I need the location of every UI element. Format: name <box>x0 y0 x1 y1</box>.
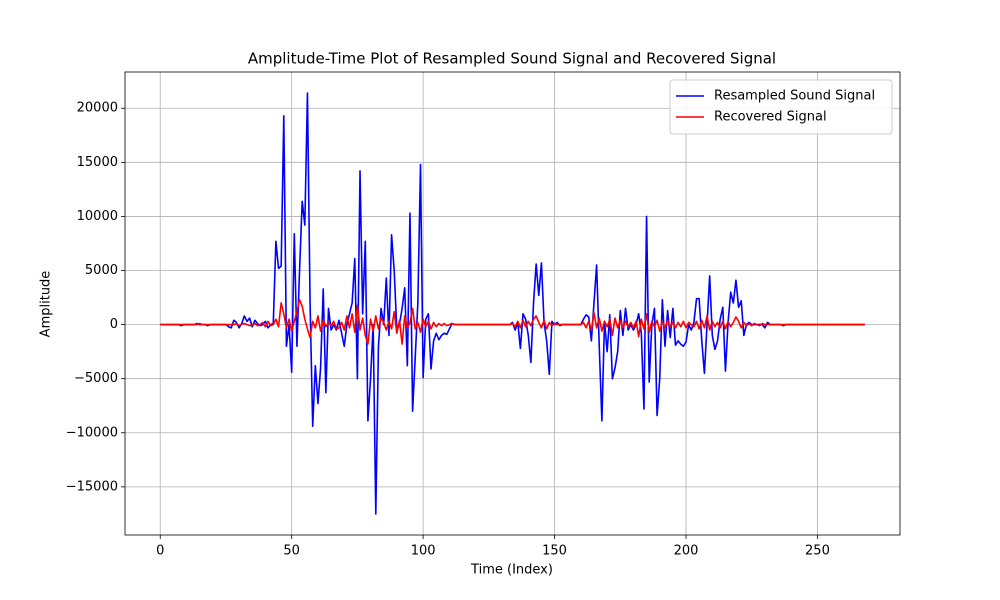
y-tick-label: −5000 <box>74 371 118 386</box>
y-tick-label: −10000 <box>66 425 118 440</box>
x-tick-label: 0 <box>156 544 164 559</box>
data-line <box>160 298 865 345</box>
y-tick-label: 10000 <box>77 209 118 224</box>
x-tick-label: 50 <box>283 544 300 559</box>
y-tick-label: 0 <box>110 317 118 332</box>
x-tick-label: 150 <box>542 544 567 559</box>
x-tick-label: 250 <box>805 544 830 559</box>
legend-label: Recovered Signal <box>714 110 827 125</box>
y-axis-label: Amplitude <box>39 271 54 338</box>
y-tick-label: −15000 <box>66 479 118 494</box>
axes-frame <box>124 71 901 536</box>
y-tick-label: 20000 <box>77 101 118 116</box>
legend-label: Resampled Sound Signal <box>714 89 875 104</box>
y-tick-label: 5000 <box>85 263 118 278</box>
y-tick-label: 15000 <box>77 155 118 170</box>
data-line <box>160 92 865 515</box>
legend: Resampled Sound Signal Recovered Signal <box>669 79 893 135</box>
chart-title: Amplitude-Time Plot of Resampled Sound S… <box>248 50 776 68</box>
x-tick-label: 200 <box>674 544 699 559</box>
x-axis-label: Time (Index) <box>470 563 553 578</box>
legend-box <box>669 79 893 135</box>
x-tick-label: 100 <box>411 544 436 559</box>
